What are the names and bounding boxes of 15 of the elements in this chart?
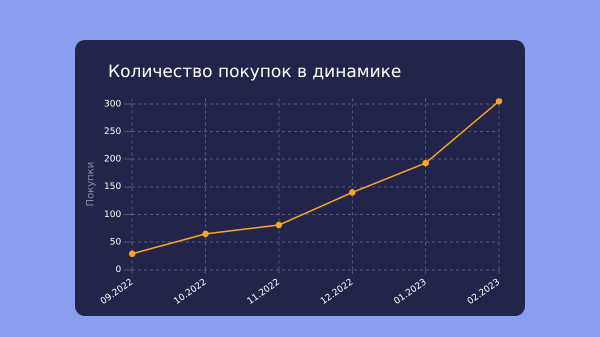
y-tick-label: 300 [104, 99, 122, 110]
point [422, 160, 429, 166]
point [202, 230, 209, 238]
y-tick-label: 250 [104, 126, 122, 137]
y-axis-title: Покупки [86, 162, 97, 206]
y-tick-label: 100 [104, 210, 122, 220]
y-tick-label: 0 [115, 265, 122, 276]
y-tick-label: 200 [104, 154, 122, 165]
point [276, 222, 282, 228]
point [128, 250, 136, 258]
point [496, 98, 502, 104]
y-tick-label: 50 [110, 238, 122, 248]
point [349, 189, 356, 196]
y-tick-label: 150 [104, 182, 122, 192]
chart-title: Количество покупок в динамике [108, 62, 402, 82]
